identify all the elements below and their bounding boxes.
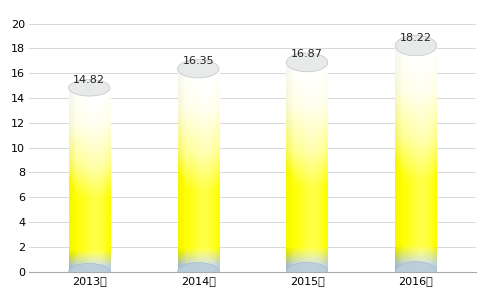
Ellipse shape	[69, 263, 110, 280]
Text: 14.82: 14.82	[74, 75, 105, 85]
Ellipse shape	[286, 53, 328, 72]
Text: 16.87: 16.87	[291, 49, 323, 59]
Ellipse shape	[177, 263, 219, 281]
Ellipse shape	[69, 80, 110, 96]
Ellipse shape	[286, 262, 328, 281]
Text: 16.35: 16.35	[183, 56, 214, 66]
Text: 18.22: 18.22	[400, 32, 432, 42]
Ellipse shape	[395, 35, 437, 56]
Ellipse shape	[177, 60, 219, 78]
Ellipse shape	[395, 262, 437, 282]
